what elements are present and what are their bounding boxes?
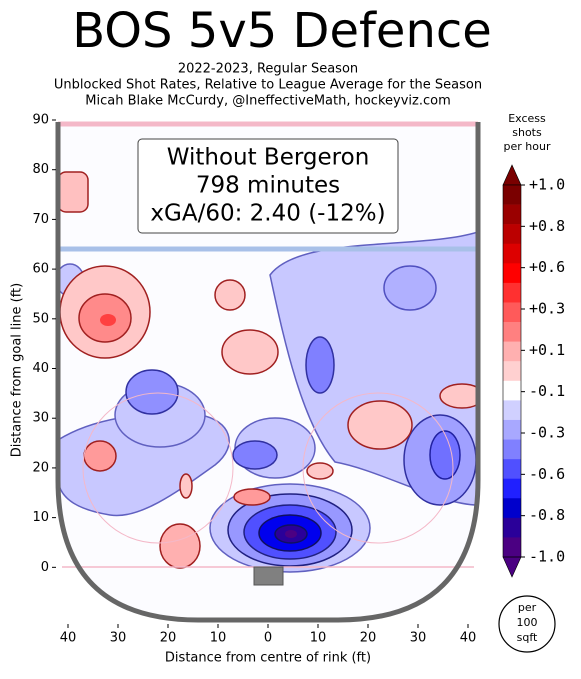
colorbar-band [503, 302, 521, 323]
colorbar-band [503, 243, 521, 264]
y-tick-label: 60 [32, 262, 49, 277]
contour [232, 440, 278, 470]
colorbar-band [503, 498, 521, 519]
y-tick-label: 10 [32, 510, 49, 525]
subtitle: Unblocked Shot Rates, Relative to League… [54, 78, 482, 93]
contour [100, 314, 116, 326]
colorbar-tick-label: +1.0 [529, 176, 565, 194]
colorbar-tick-label: -0.1 [529, 382, 565, 400]
colorbar-tick-label: +0.6 [529, 258, 565, 276]
colorbar-band [503, 400, 521, 421]
colorbar-band [503, 361, 521, 382]
colorbar-band [503, 439, 521, 460]
x-tick-label: 10 [210, 631, 227, 646]
chart-title: BOS 5v5 Defence [72, 3, 492, 59]
unit-badge [498, 595, 556, 653]
faceoff-circle [82, 392, 234, 544]
contour [306, 462, 334, 480]
y-tick-label: 0 [41, 560, 49, 575]
x-tick-label: 0 [264, 631, 272, 646]
colorbar-band [503, 322, 521, 342]
colorbar-tick-label: -0.3 [529, 424, 565, 442]
colorbar-cap [502, 556, 522, 578]
colorbar-band [503, 459, 521, 479]
colorbar-band [503, 419, 521, 440]
contour [383, 265, 437, 311]
contour [58, 171, 89, 213]
faceoff-circle [302, 392, 454, 544]
contour [214, 279, 246, 311]
colorbar-tick-label: -0.8 [529, 506, 565, 524]
colorbar-title: Excess [508, 112, 546, 125]
colorbar-tick-label: -0.6 [529, 465, 565, 483]
rink-boards [55, 122, 481, 623]
y-tick-label: 30 [32, 411, 49, 426]
colorbar-band [503, 204, 521, 225]
colorbar-band [503, 263, 521, 284]
x-tick-label: 30 [110, 631, 127, 646]
y-tick-label: 50 [32, 311, 49, 326]
annotation: 798 minutes [196, 173, 340, 199]
contour [159, 523, 201, 569]
y-tick-label: 70 [32, 212, 49, 227]
y-tick-label: 90 [32, 113, 49, 128]
colorbar-band [503, 282, 521, 303]
colorbar-title: shots [512, 126, 542, 139]
annotation-box [137, 138, 399, 234]
net [253, 566, 284, 586]
x-tick-label: 30 [410, 631, 427, 646]
y-tick-label: 80 [32, 162, 49, 177]
unit-note: per [518, 601, 537, 614]
contour [233, 488, 271, 506]
colorbar-tick-label: +0.3 [529, 300, 565, 318]
annotation: xGA/60: 2.40 (-12%) [150, 201, 385, 227]
x-tick-label: 40 [60, 631, 77, 646]
colorbar-band [503, 380, 521, 401]
y-tick-label: 20 [32, 460, 49, 475]
contour [125, 369, 179, 415]
contour [83, 440, 117, 472]
subtitle: 2022-2023, Regular Season [178, 62, 358, 77]
colorbar-title: per hour [504, 140, 551, 153]
y-axis-label: Distance from goal line (ft) [10, 283, 25, 457]
colorbar-tick-label: -1.0 [529, 548, 565, 566]
x-tick-label: 10 [310, 631, 327, 646]
contour [179, 473, 193, 499]
colorbar-frame [502, 184, 522, 558]
y-tick-label: 40 [32, 361, 49, 376]
colorbar-band [503, 341, 521, 362]
unit-note: sqft [517, 631, 538, 644]
unit-note: 100 [517, 616, 538, 629]
annotation: Without Bergeron [167, 145, 370, 171]
subtitle: Micah Blake McCurdy, @IneffectiveMath, h… [85, 94, 451, 109]
heat-contours [58, 171, 478, 573]
colorbar-band [503, 537, 521, 558]
x-tick-label: 20 [160, 631, 177, 646]
contour [439, 383, 478, 409]
x-axis-label: Distance from centre of rink (ft) [165, 651, 371, 666]
colorbar-tick-label: +0.1 [529, 341, 565, 359]
colorbar-band [503, 478, 521, 499]
colorbar-tick-label: +0.8 [529, 217, 565, 235]
contour [347, 400, 413, 450]
colorbar-cap [502, 164, 522, 186]
contour [305, 336, 335, 394]
colorbar-band [503, 517, 521, 538]
contour [429, 430, 461, 480]
contour [221, 329, 279, 375]
x-tick-label: 40 [460, 631, 477, 646]
colorbar-band [503, 224, 521, 245]
colorbar-band [503, 185, 521, 205]
x-tick-label: 20 [360, 631, 377, 646]
contour [285, 530, 297, 538]
